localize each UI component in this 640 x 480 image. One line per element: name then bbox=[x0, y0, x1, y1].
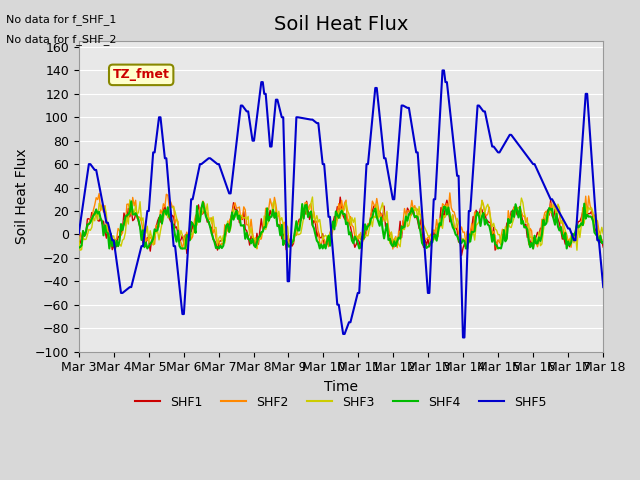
Legend: SHF1, SHF2, SHF3, SHF4, SHF5: SHF1, SHF2, SHF3, SHF4, SHF5 bbox=[130, 391, 552, 414]
Text: No data for f_SHF_1: No data for f_SHF_1 bbox=[6, 14, 116, 25]
Text: TZ_fmet: TZ_fmet bbox=[113, 68, 170, 82]
Text: No data for f_SHF_2: No data for f_SHF_2 bbox=[6, 34, 117, 45]
Title: Soil Heat Flux: Soil Heat Flux bbox=[274, 15, 408, 34]
Y-axis label: Soil Heat Flux: Soil Heat Flux bbox=[15, 148, 29, 244]
X-axis label: Time: Time bbox=[324, 380, 358, 394]
